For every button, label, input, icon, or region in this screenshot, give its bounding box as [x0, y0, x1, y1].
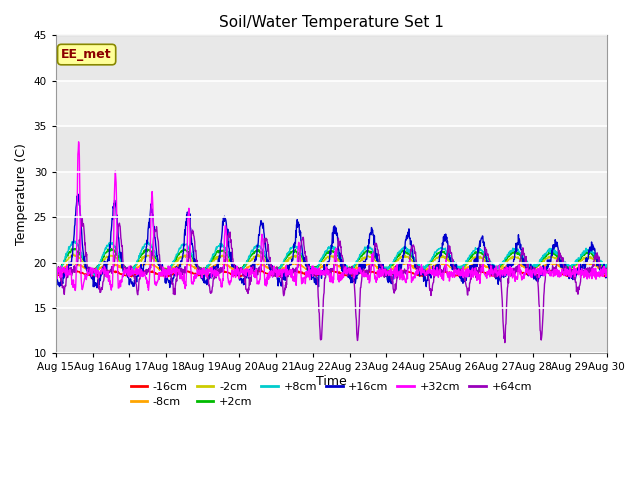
Bar — [56, 81, 607, 126]
+32cm — [118, 279, 125, 285]
-2cm — [366, 254, 374, 260]
-16cm — [298, 269, 305, 275]
-8cm — [95, 265, 102, 271]
-16cm — [366, 268, 374, 274]
-8cm — [287, 262, 294, 268]
-2cm — [118, 263, 125, 268]
+8cm — [366, 245, 374, 251]
Line: -16cm: -16cm — [56, 270, 607, 277]
-2cm — [87, 268, 95, 274]
+64cm — [117, 237, 125, 243]
+2cm — [603, 264, 611, 270]
+16cm — [603, 273, 611, 279]
+32cm — [75, 139, 83, 144]
+32cm — [298, 281, 305, 287]
+8cm — [298, 251, 305, 257]
+8cm — [91, 273, 99, 278]
X-axis label: Time: Time — [316, 375, 347, 388]
+16cm — [366, 231, 374, 237]
+32cm — [287, 267, 294, 273]
+16cm — [93, 285, 101, 290]
+32cm — [72, 288, 79, 293]
-8cm — [52, 268, 60, 274]
Bar — [56, 263, 607, 308]
+16cm — [118, 257, 125, 263]
Bar — [56, 36, 607, 81]
-2cm — [287, 255, 294, 261]
-2cm — [95, 262, 103, 268]
+64cm — [366, 265, 374, 271]
Title: Soil/Water Temperature Set 1: Soil/Water Temperature Set 1 — [219, 15, 444, 30]
-16cm — [286, 269, 294, 275]
+8cm — [308, 267, 316, 273]
+2cm — [307, 266, 315, 272]
-8cm — [144, 259, 152, 265]
-8cm — [90, 270, 97, 276]
+64cm — [298, 241, 305, 247]
+2cm — [298, 253, 305, 259]
+16cm — [287, 261, 294, 267]
+8cm — [52, 271, 60, 276]
+2cm — [117, 259, 125, 265]
Bar — [56, 308, 607, 353]
+64cm — [307, 269, 315, 275]
-8cm — [366, 261, 374, 267]
+16cm — [74, 191, 82, 197]
+8cm — [70, 238, 78, 244]
+64cm — [95, 286, 102, 292]
+2cm — [95, 262, 102, 268]
+32cm — [366, 278, 374, 284]
Line: +8cm: +8cm — [56, 241, 607, 276]
+8cm — [287, 245, 294, 251]
Line: +16cm: +16cm — [56, 194, 607, 288]
-8cm — [603, 267, 611, 273]
+32cm — [95, 273, 103, 278]
+64cm — [501, 340, 509, 346]
-8cm — [308, 267, 316, 273]
+64cm — [79, 216, 86, 222]
Line: -2cm: -2cm — [56, 254, 607, 271]
Line: +64cm: +64cm — [56, 219, 607, 343]
-16cm — [257, 267, 264, 273]
+64cm — [603, 273, 611, 278]
-16cm — [117, 271, 125, 277]
+8cm — [603, 261, 611, 267]
-16cm — [531, 274, 539, 280]
Text: EE_met: EE_met — [61, 48, 112, 61]
-16cm — [95, 272, 102, 277]
-16cm — [307, 273, 315, 279]
Legend: -16cm, -8cm, -2cm, +2cm, +8cm, +16cm, +32cm, +64cm: -16cm, -8cm, -2cm, +2cm, +8cm, +16cm, +3… — [126, 377, 536, 411]
+16cm — [308, 276, 316, 282]
+8cm — [118, 259, 125, 264]
+2cm — [71, 246, 79, 252]
+2cm — [366, 250, 374, 255]
+8cm — [95, 263, 103, 269]
-8cm — [117, 265, 125, 271]
+16cm — [52, 276, 60, 282]
-2cm — [70, 251, 77, 257]
Bar — [56, 172, 607, 217]
+64cm — [286, 266, 294, 272]
+16cm — [298, 242, 305, 248]
+16cm — [95, 282, 103, 288]
-2cm — [52, 266, 60, 272]
Bar — [56, 126, 607, 172]
-2cm — [308, 266, 316, 272]
Line: +2cm: +2cm — [56, 249, 607, 271]
+64cm — [52, 268, 60, 274]
-2cm — [298, 258, 305, 264]
+2cm — [52, 268, 60, 274]
-2cm — [603, 265, 611, 271]
Y-axis label: Temperature (C): Temperature (C) — [15, 144, 28, 245]
+32cm — [603, 273, 611, 279]
+2cm — [286, 252, 294, 257]
-16cm — [52, 273, 60, 279]
Line: -8cm: -8cm — [56, 262, 607, 273]
+32cm — [52, 265, 60, 271]
Line: +32cm: +32cm — [56, 142, 607, 290]
-16cm — [603, 272, 611, 278]
+32cm — [308, 270, 316, 276]
-8cm — [298, 263, 305, 268]
Bar — [56, 217, 607, 263]
